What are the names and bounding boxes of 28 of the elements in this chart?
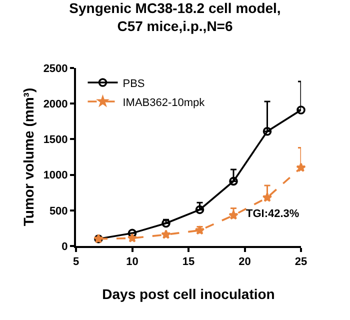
x-tick-label: 10 [126, 256, 138, 268]
point [195, 205, 204, 214]
chart-title: Syngenic MC38-18.2 cell model, C57 mice,i.p.,N=6 [69, 0, 281, 34]
point [162, 218, 170, 228]
x-tick-label: 15 [182, 256, 195, 268]
x-tick-label: 5 [72, 256, 80, 268]
x-tick-label: 20 [238, 256, 251, 268]
y-axis-title: Tumor volume (mm³) [20, 88, 36, 226]
y-tick-label: 2000 [43, 98, 68, 110]
point [228, 210, 238, 220]
point [127, 233, 138, 242]
y-tick-label: 500 [49, 205, 68, 218]
point [194, 225, 205, 235]
y-tick-label: 2500 [43, 62, 68, 75]
point [296, 106, 306, 114]
point [262, 192, 272, 202]
point [161, 230, 171, 239]
y-tick-label: 0 [62, 240, 68, 253]
x-axis-title: Days post cell inoculation [102, 286, 275, 302]
point [296, 162, 306, 172]
y-tick-label: 1500 [43, 134, 68, 146]
y-tick-label: 1000 [43, 170, 68, 182]
annotation: TGI:42.3% [246, 208, 300, 220]
point [262, 126, 272, 136]
legend-label: PBS [122, 78, 145, 90]
x-tick-label: 25 [294, 256, 308, 268]
legend-label: IMAB362-10mpk [122, 96, 206, 109]
point [229, 176, 238, 186]
